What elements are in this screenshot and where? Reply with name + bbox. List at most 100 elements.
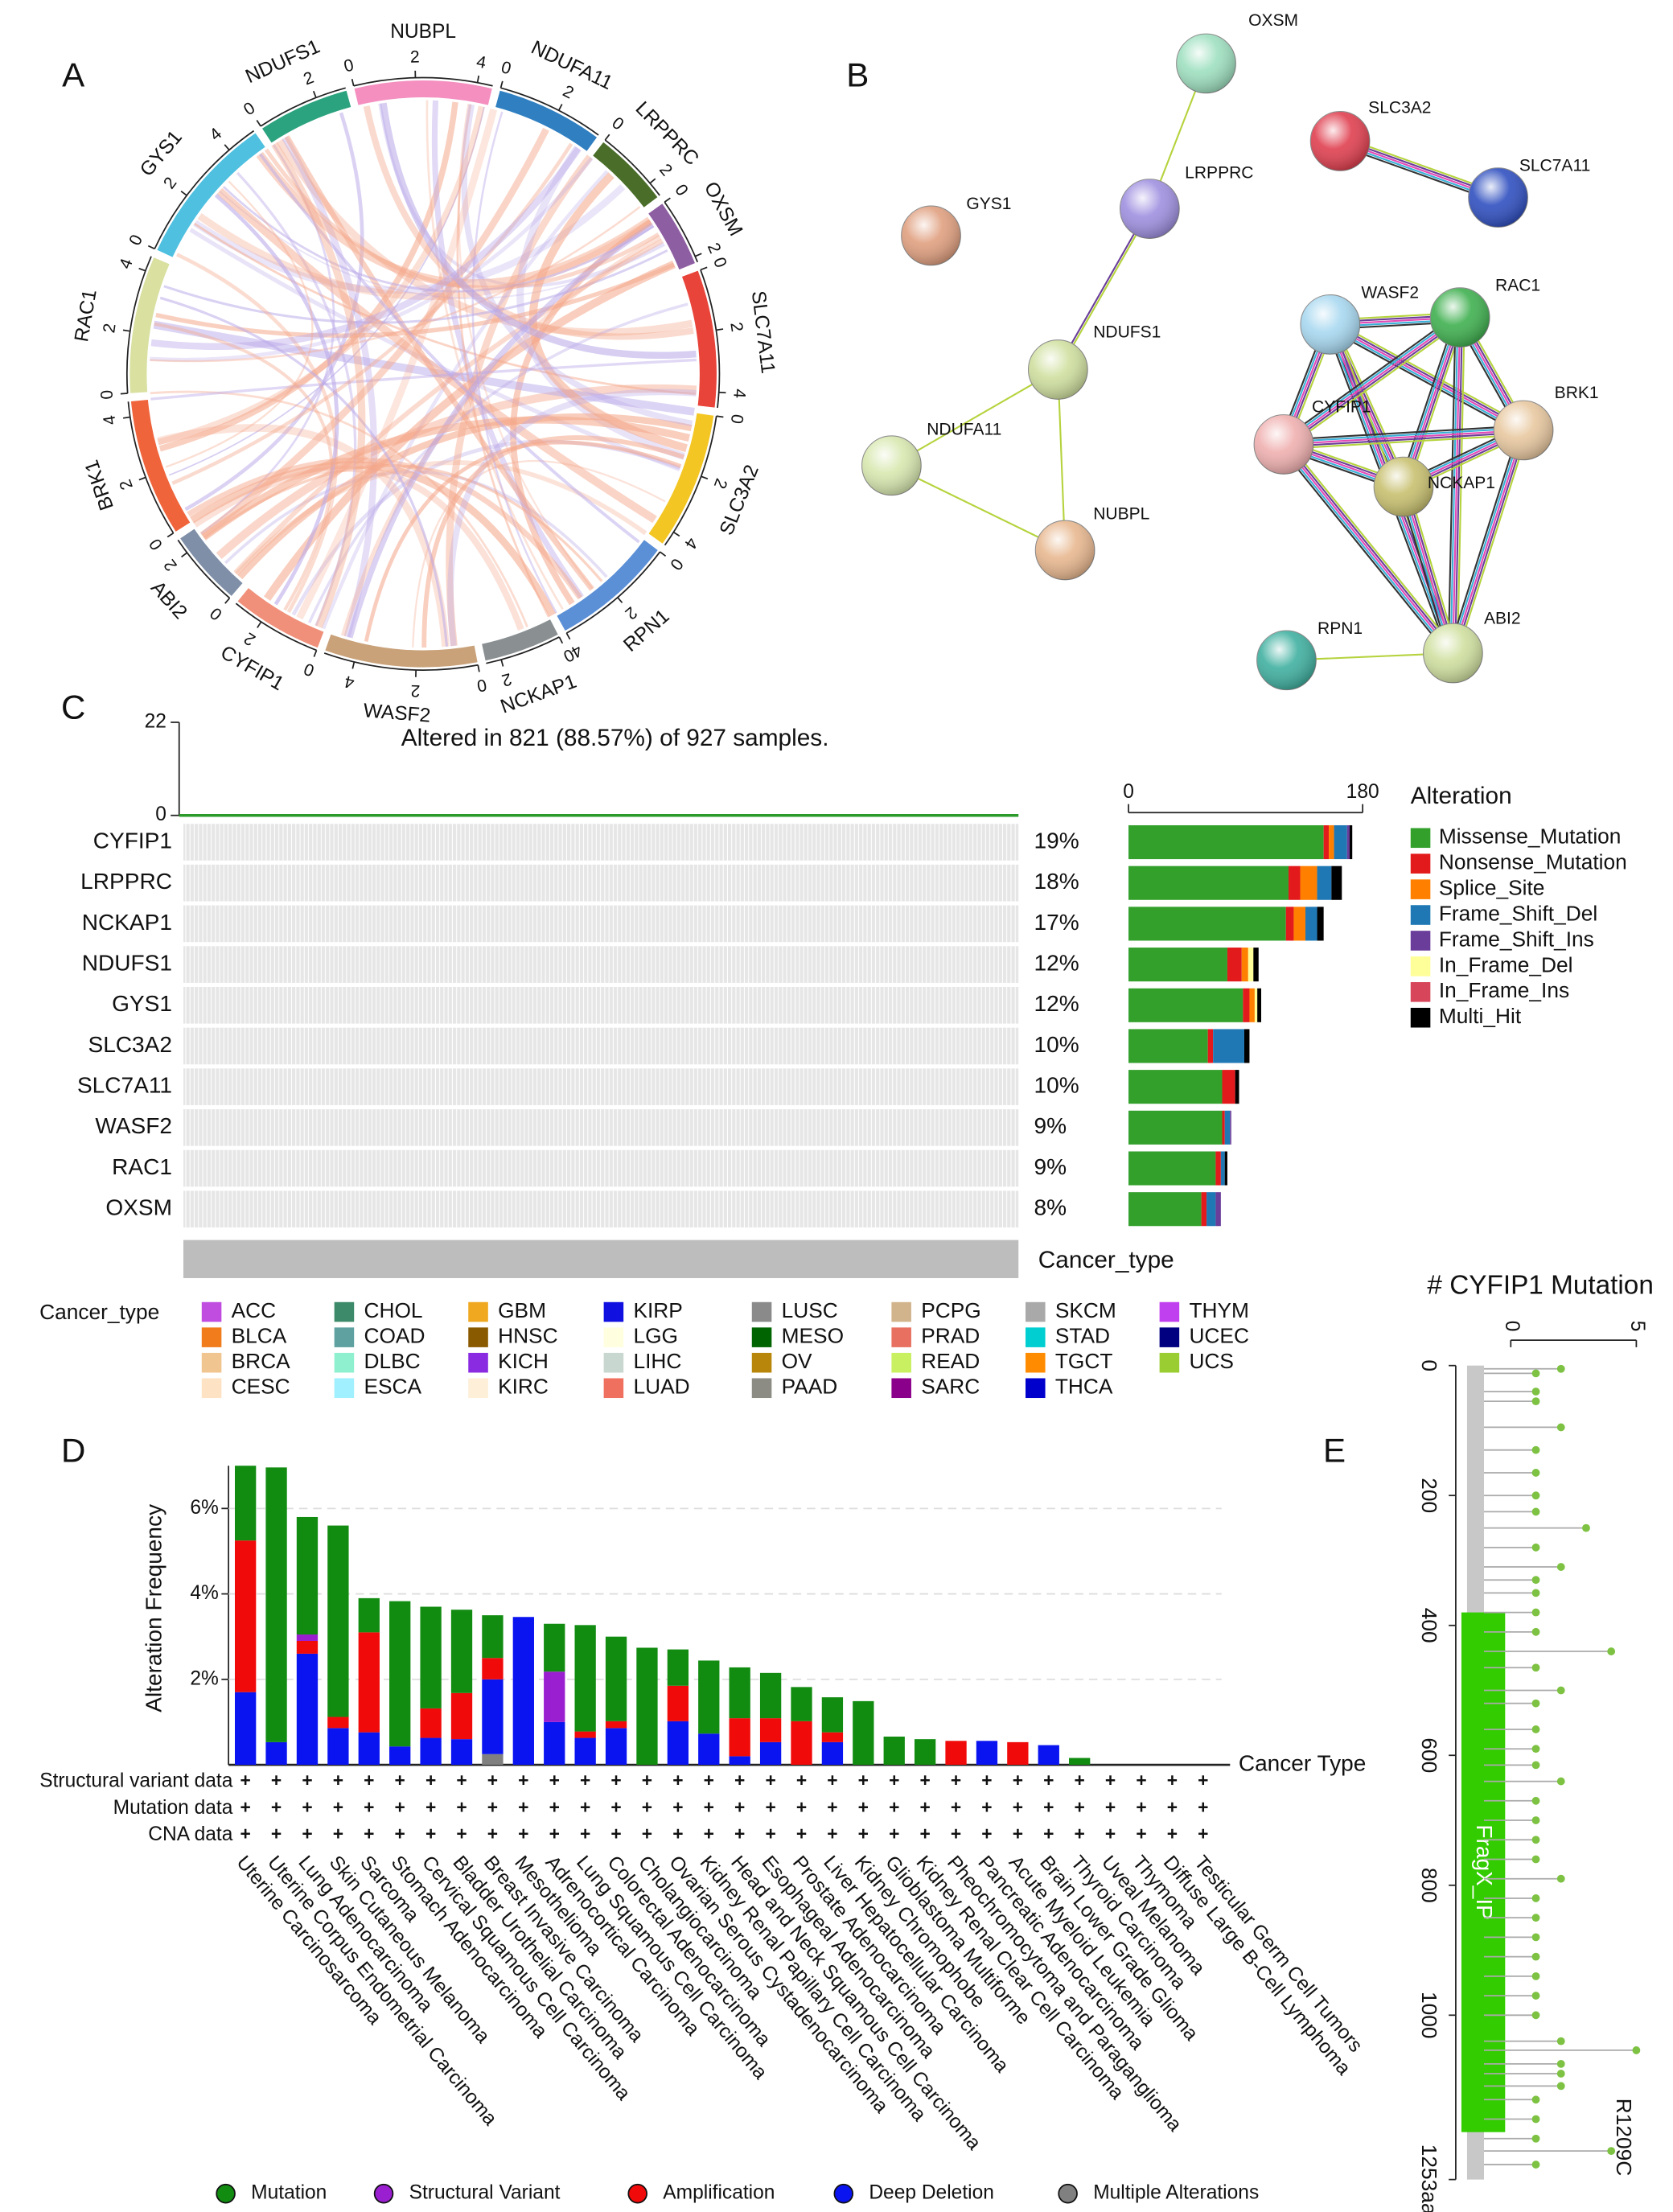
tick-mark bbox=[617, 597, 623, 603]
lollipop-head bbox=[1531, 2134, 1540, 2143]
y-tick-label: 2% bbox=[190, 1667, 218, 1689]
tick-mark bbox=[700, 266, 708, 271]
legend-swatch bbox=[1026, 1378, 1046, 1399]
bar-segment bbox=[883, 1736, 905, 1766]
tick-label: 2 bbox=[560, 82, 577, 103]
bar-segment bbox=[1128, 1110, 1223, 1145]
bar-segment bbox=[1220, 1151, 1225, 1186]
bar-segment bbox=[544, 1671, 565, 1722]
profiled-mark: + bbox=[1167, 1823, 1178, 1844]
heatmap-row bbox=[183, 824, 1019, 861]
decor-chord bbox=[159, 296, 449, 647]
x-tick-label: 0 bbox=[1123, 781, 1134, 803]
profiled-mark: + bbox=[549, 1796, 560, 1817]
decor-chord bbox=[193, 465, 524, 631]
decor-chord bbox=[431, 100, 584, 599]
legend-label: Amplification bbox=[663, 2182, 775, 2204]
profiled-mark: + bbox=[704, 1823, 714, 1844]
profiled-mark: + bbox=[858, 1770, 869, 1791]
legend-label: In_Frame_Ins bbox=[1439, 978, 1569, 1002]
heatmap-row bbox=[183, 986, 1019, 1024]
decor-chord bbox=[168, 106, 485, 476]
tick-label: 2 bbox=[301, 68, 316, 89]
x-tick-label: Testicular Germ Cell Tumors bbox=[1190, 1852, 1367, 2057]
profiled-mark: + bbox=[271, 1796, 282, 1817]
decor-chord bbox=[163, 249, 668, 324]
profiled-mark: + bbox=[1075, 1796, 1085, 1817]
row-label: CNA data bbox=[148, 1823, 232, 1845]
network-edge bbox=[1448, 428, 1520, 652]
legend-swatch bbox=[373, 2183, 394, 2204]
axis-arc bbox=[500, 87, 599, 136]
legend-label: CESC bbox=[232, 1375, 290, 1399]
bar-segment bbox=[1222, 1070, 1235, 1104]
legend-label: MESO bbox=[782, 1324, 844, 1348]
profiled-mark: + bbox=[704, 1796, 714, 1817]
network-edge bbox=[1284, 319, 1462, 447]
bar-segment bbox=[450, 1692, 473, 1740]
profiled-mark: + bbox=[1198, 1796, 1208, 1817]
decor-chord bbox=[184, 112, 364, 512]
network-edge bbox=[890, 368, 1058, 467]
lollipop-head bbox=[1531, 1445, 1540, 1454]
network-edge bbox=[1449, 317, 1459, 653]
profiled-mark: + bbox=[549, 1770, 560, 1791]
bar-segment bbox=[358, 1597, 380, 1633]
profiled-mark: + bbox=[302, 1770, 312, 1791]
tick-mark bbox=[224, 598, 231, 604]
x-tick-label: 0 bbox=[1501, 1321, 1523, 1332]
legend-swatch bbox=[201, 1327, 222, 1347]
gene-label: NDUFS1 bbox=[82, 951, 172, 976]
chord-segment bbox=[495, 90, 598, 151]
decor-chord bbox=[264, 148, 660, 290]
profiled-mark: + bbox=[1013, 1770, 1023, 1791]
legend-swatch bbox=[1026, 1352, 1046, 1373]
x-tick-label: 5 bbox=[1626, 1321, 1648, 1332]
profiled-mark: + bbox=[1167, 1796, 1178, 1817]
network-node-label: CYFIP1 bbox=[1312, 397, 1371, 416]
tick-label: 0 bbox=[671, 181, 692, 199]
network-node-label: WASF2 bbox=[1361, 283, 1419, 302]
decor-chord bbox=[155, 262, 676, 338]
decor-chord bbox=[282, 136, 378, 638]
tick-mark bbox=[138, 476, 146, 481]
axis-arc bbox=[260, 87, 346, 127]
tick-mark bbox=[181, 552, 188, 558]
lollipop-head bbox=[1632, 2046, 1641, 2054]
legend-label: TGCT bbox=[1055, 1349, 1113, 1373]
profiled-mark: + bbox=[333, 1823, 343, 1844]
legend-label: LUSC bbox=[782, 1298, 838, 1322]
lollipop-head bbox=[1556, 2059, 1565, 2068]
decor-chord bbox=[256, 151, 652, 288]
bar-segment bbox=[358, 1732, 380, 1766]
tick-mark bbox=[256, 120, 261, 127]
tick-mark bbox=[120, 393, 128, 395]
y-tick-label: 1000 bbox=[1417, 1992, 1441, 2039]
profiled-mark: + bbox=[981, 1770, 992, 1791]
y-tick-label: 22 bbox=[145, 710, 166, 732]
tick-label: 0 bbox=[666, 555, 686, 574]
profiled-mark: + bbox=[518, 1796, 528, 1817]
heatmap-row bbox=[183, 1190, 1019, 1228]
decor-chord bbox=[347, 222, 655, 639]
network-edge bbox=[1328, 325, 1523, 434]
legend-label: Mutation bbox=[251, 2182, 327, 2204]
profiled-mark: + bbox=[1043, 1823, 1054, 1844]
network-edge bbox=[1285, 320, 1464, 449]
percent-label: 18% bbox=[1034, 869, 1079, 894]
bar-segment bbox=[791, 1721, 812, 1766]
tick-mark bbox=[664, 197, 671, 203]
bar-segment bbox=[1323, 824, 1330, 860]
lollipop-head bbox=[1556, 1777, 1565, 1786]
network-edge bbox=[1283, 316, 1461, 446]
bar-segment bbox=[1230, 1110, 1231, 1145]
network-edge bbox=[890, 464, 1066, 551]
legend-swatch bbox=[216, 2183, 236, 2204]
legend-title: Alteration bbox=[1411, 783, 1512, 809]
network-node-label: NCKAP1 bbox=[1428, 474, 1495, 492]
legend-label: KIRP bbox=[633, 1298, 682, 1322]
gene-label: CYFIP1 bbox=[93, 828, 172, 853]
bar-segment bbox=[759, 1741, 782, 1766]
